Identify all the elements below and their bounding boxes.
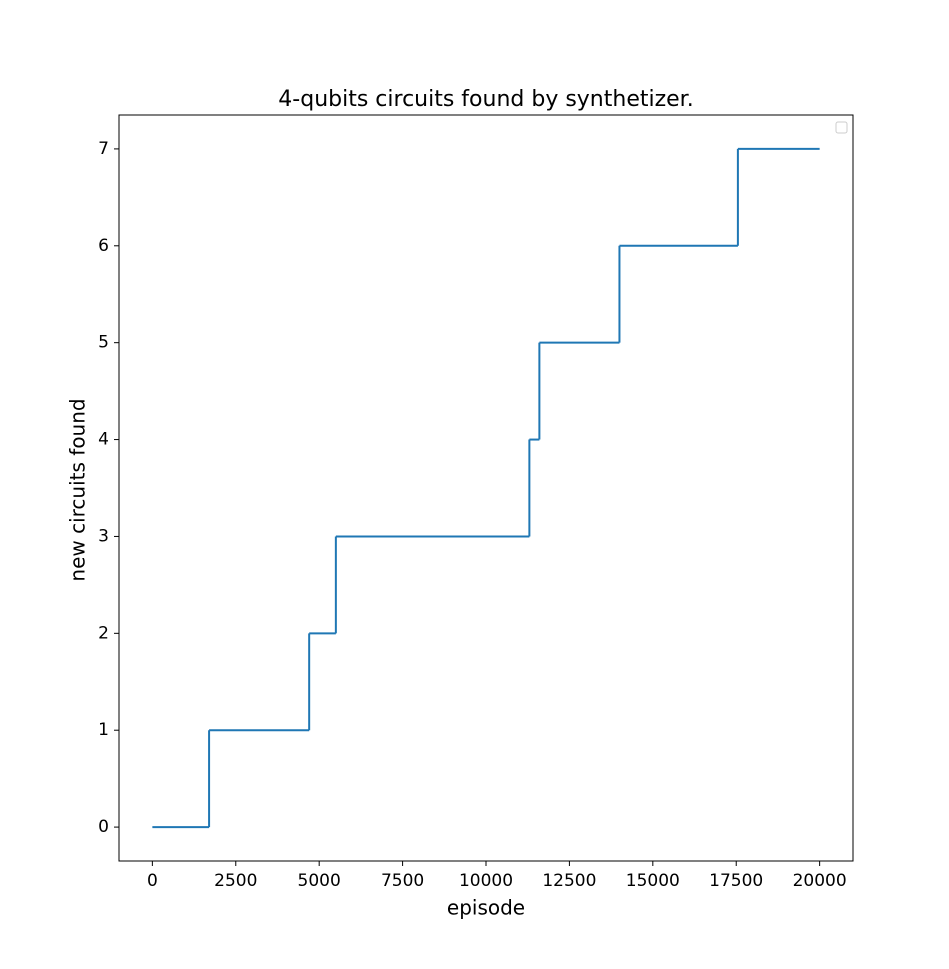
y-tick-label: 0 <box>98 817 109 837</box>
x-tick-label: 15000 <box>626 871 680 891</box>
x-tick-label: 7500 <box>381 871 424 891</box>
x-tick-label: 20000 <box>793 871 847 891</box>
y-tick-label: 4 <box>98 430 109 450</box>
legend-box <box>835 121 848 134</box>
y-tick-label: 3 <box>98 526 109 546</box>
x-tick-label: 5000 <box>298 871 341 891</box>
y-tick-label: 5 <box>98 333 109 353</box>
x-tick-label: 2500 <box>214 871 257 891</box>
x-tick-label: 12500 <box>542 871 596 891</box>
chart-title: 4-qubits circuits found by synthetizer. <box>278 87 693 112</box>
x-tick-label: 17500 <box>709 871 763 891</box>
y-tick-label: 1 <box>98 720 109 740</box>
y-tick-label: 2 <box>98 623 109 643</box>
plot-frame <box>118 114 854 862</box>
x-tick-label: 10000 <box>459 871 513 891</box>
y-axis-label: new circuits found <box>66 398 90 581</box>
x-tick-label: 0 <box>147 871 158 891</box>
y-tick-label: 6 <box>98 236 109 256</box>
x-axis-label: episode <box>447 896 525 920</box>
y-tick-label: 7 <box>98 139 109 159</box>
